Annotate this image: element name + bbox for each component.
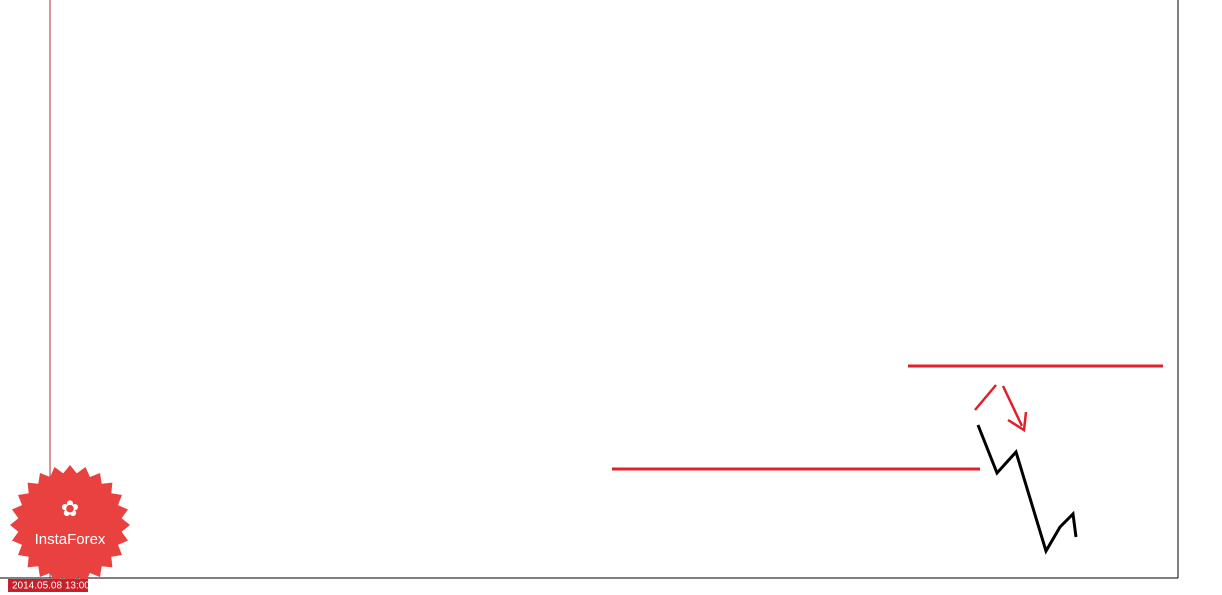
- logo-badge: [10, 465, 130, 585]
- axes: [0, 0, 1179, 579]
- cursor-label-box: [8, 579, 88, 592]
- alt-forecast: [1001, 385, 1024, 427]
- alt-forecast-arrow: [1007, 411, 1028, 433]
- logo: InstaForex ✿: [10, 465, 130, 585]
- alt-forecast: [974, 384, 997, 411]
- logo-text: InstaForex: [35, 531, 106, 548]
- cursor-label: 2014.05.08 13:00: [12, 581, 90, 592]
- forecast-path: [976, 424, 1078, 555]
- logo-icon: ✿: [61, 496, 79, 521]
